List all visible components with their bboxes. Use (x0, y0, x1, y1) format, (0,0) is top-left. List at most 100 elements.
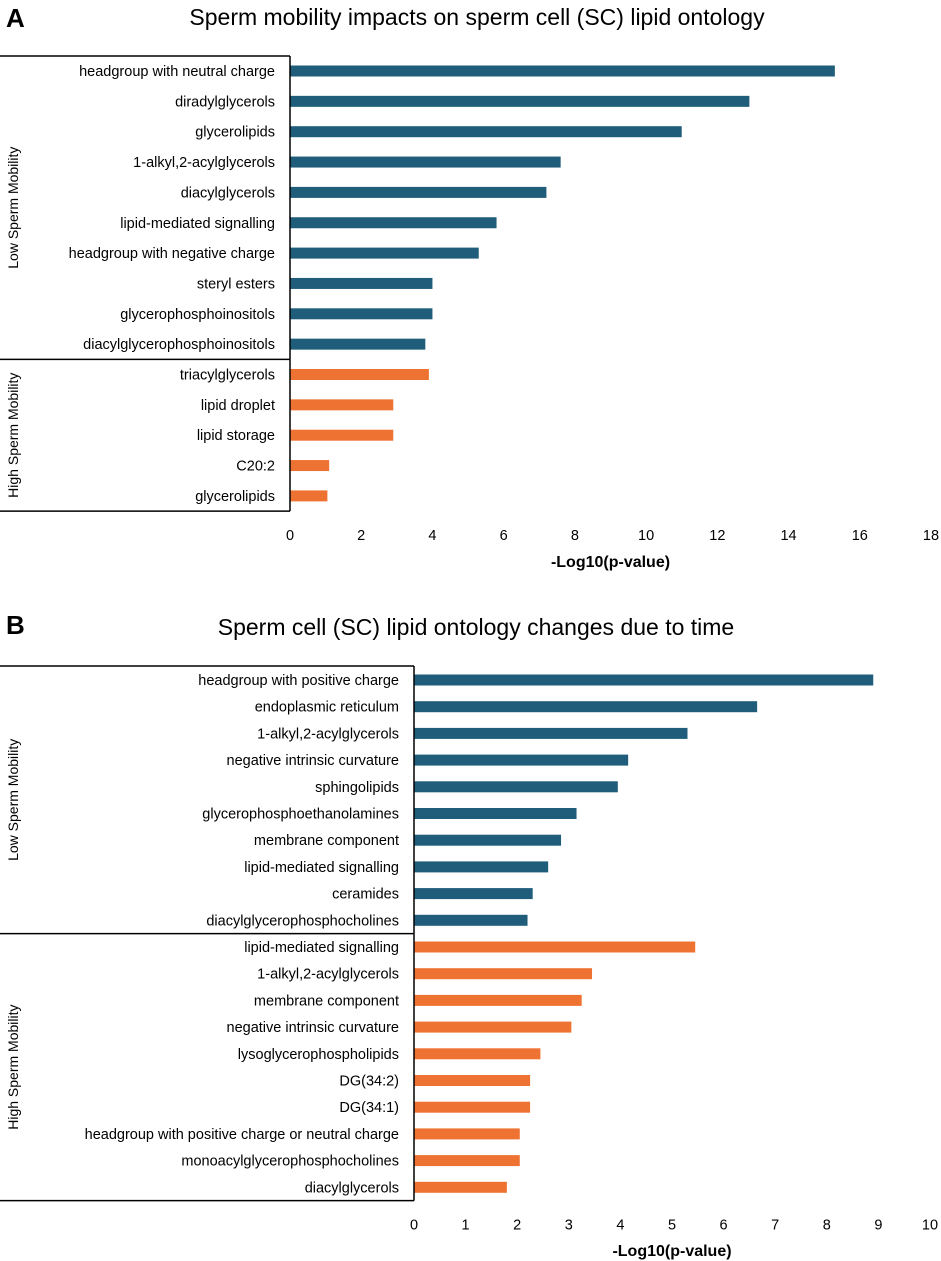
category-label: glycerophosphoethanolamines (202, 807, 399, 823)
x-tick-label: 6 (500, 528, 508, 544)
bar-low-mobility (290, 156, 561, 168)
x-tick-label: 0 (286, 528, 294, 544)
category-label: headgroup with negative charge (69, 246, 275, 262)
bar-high-mobility (414, 941, 696, 953)
x-tick-label: 7 (771, 1218, 779, 1234)
bar-high-mobility (290, 399, 394, 411)
x-tick-label: 16 (852, 528, 868, 544)
group-label-high-mobility: High Sperm Mobility (5, 373, 21, 498)
x-tick-label: 10 (922, 1218, 938, 1234)
bar-low-mobility (414, 727, 688, 739)
category-label: diradylglycerols (175, 94, 275, 110)
bar-high-mobility (414, 994, 582, 1006)
bar-low-mobility (290, 308, 433, 320)
category-label: negative intrinsic curvature (227, 1020, 399, 1036)
category-label: diacylglycerols (305, 1180, 399, 1196)
bar-low-mobility (290, 247, 479, 259)
x-tick-label: 8 (823, 1218, 831, 1234)
bar-low-mobility (414, 701, 758, 713)
category-label: glycerolipids (195, 489, 275, 505)
x-tick-label: 2 (513, 1218, 521, 1234)
panel-a-title: Sperm mobility impacts on sperm cell (SC… (189, 4, 765, 30)
category-label: 1-alkyl,2-acylglycerols (133, 155, 275, 171)
x-tick-label: 12 (709, 528, 725, 544)
category-label: headgroup with positive charge (198, 673, 399, 689)
bar-low-mobility (414, 861, 549, 873)
bar-low-mobility (290, 95, 750, 107)
category-label: 1-alkyl,2-acylglycerols (257, 726, 399, 742)
category-label: headgroup with neutral charge (79, 64, 275, 80)
panel-a-chart: A Sperm mobility impacts on sperm cell (S… (0, 3, 939, 571)
bar-high-mobility (414, 1181, 507, 1193)
bar-low-mobility (290, 126, 682, 138)
category-label: glycerolipids (195, 125, 275, 141)
panel-b-chart: B Sperm cell (SC) lipid ontology changes … (0, 610, 938, 1260)
bar-low-mobility (414, 808, 577, 819)
bar-low-mobility (290, 338, 426, 350)
category-label: triacylglycerols (180, 368, 275, 384)
bar-low-mobility (414, 834, 562, 846)
category-label: lysoglycerophospholipids (238, 1047, 399, 1063)
panel-a-letter: A (6, 3, 25, 33)
category-label: 1-alkyl,2-acylglycerols (257, 967, 399, 983)
x-axis-title: -Log10(p-value) (551, 554, 670, 571)
bar-high-mobility (290, 369, 429, 380)
x-tick-label: 2 (357, 528, 365, 544)
category-label: DG(34:2) (339, 1074, 399, 1090)
category-label: headgroup with positive charge or neutra… (85, 1127, 399, 1143)
panel-b-title: Sperm cell (SC) lipid ontology changes d… (218, 614, 734, 640)
bar-low-mobility (414, 888, 533, 900)
bar-low-mobility (414, 674, 874, 686)
category-label: lipid-mediated signalling (244, 940, 399, 956)
bar-low-mobility (290, 217, 497, 229)
x-tick-label: 10 (638, 528, 654, 544)
category-label: C20:2 (236, 459, 275, 475)
category-label: glycerophosphoinositols (120, 307, 275, 323)
bar-low-mobility (414, 754, 629, 766)
x-tick-label: 9 (874, 1218, 882, 1234)
group-label-high-mobility: High Sperm Mobility (5, 1005, 21, 1130)
category-label: lipid droplet (201, 398, 275, 414)
category-label: monoacylglycerophosphocholines (181, 1154, 399, 1170)
bar-low-mobility (290, 277, 433, 289)
bar-high-mobility (290, 490, 328, 502)
category-label: lipid storage (197, 428, 275, 444)
bar-low-mobility (290, 65, 835, 77)
bar-high-mobility (414, 1128, 520, 1140)
category-label: diacylglycerophosphocholines (206, 913, 399, 929)
category-label: lipid-mediated signalling (120, 216, 275, 232)
x-tick-label: 18 (923, 528, 939, 544)
bar-high-mobility (414, 968, 593, 980)
category-label: diacylglycerols (181, 185, 275, 201)
bar-low-mobility (414, 781, 618, 793)
x-tick-label: 4 (616, 1218, 624, 1234)
bar-high-mobility (414, 1155, 520, 1167)
x-tick-label: 5 (668, 1218, 676, 1234)
category-label: lipid-mediated signalling (244, 860, 399, 876)
bar-high-mobility (290, 429, 394, 441)
bar-high-mobility (290, 460, 330, 472)
bar-low-mobility (414, 914, 528, 926)
category-label: endoplasmic reticulum (255, 700, 399, 716)
panel-b-letter: B (6, 610, 25, 640)
x-axis-title: -Log10(p-value) (612, 1243, 731, 1260)
category-label: ceramides (332, 887, 399, 903)
group-label-low-mobility: Low Sperm Mobility (5, 739, 21, 861)
group-label-low-mobility: Low Sperm Mobility (5, 147, 21, 269)
x-tick-label: 14 (780, 528, 796, 544)
bar-high-mobility (414, 1048, 541, 1060)
category-label: membrane component (254, 993, 399, 1009)
x-tick-label: 0 (410, 1218, 418, 1234)
category-label: diacylglycerophosphoinositols (83, 337, 275, 353)
bar-high-mobility (414, 1101, 531, 1113)
category-label: steryl esters (197, 276, 275, 292)
bar-high-mobility (414, 1021, 572, 1033)
x-tick-label: 8 (571, 528, 579, 544)
bar-high-mobility (414, 1075, 531, 1086)
x-tick-label: 1 (462, 1218, 470, 1234)
x-tick-label: 3 (565, 1218, 573, 1234)
category-label: membrane component (254, 833, 399, 849)
x-tick-label: 4 (428, 528, 436, 544)
category-label: DG(34:1) (339, 1100, 399, 1116)
